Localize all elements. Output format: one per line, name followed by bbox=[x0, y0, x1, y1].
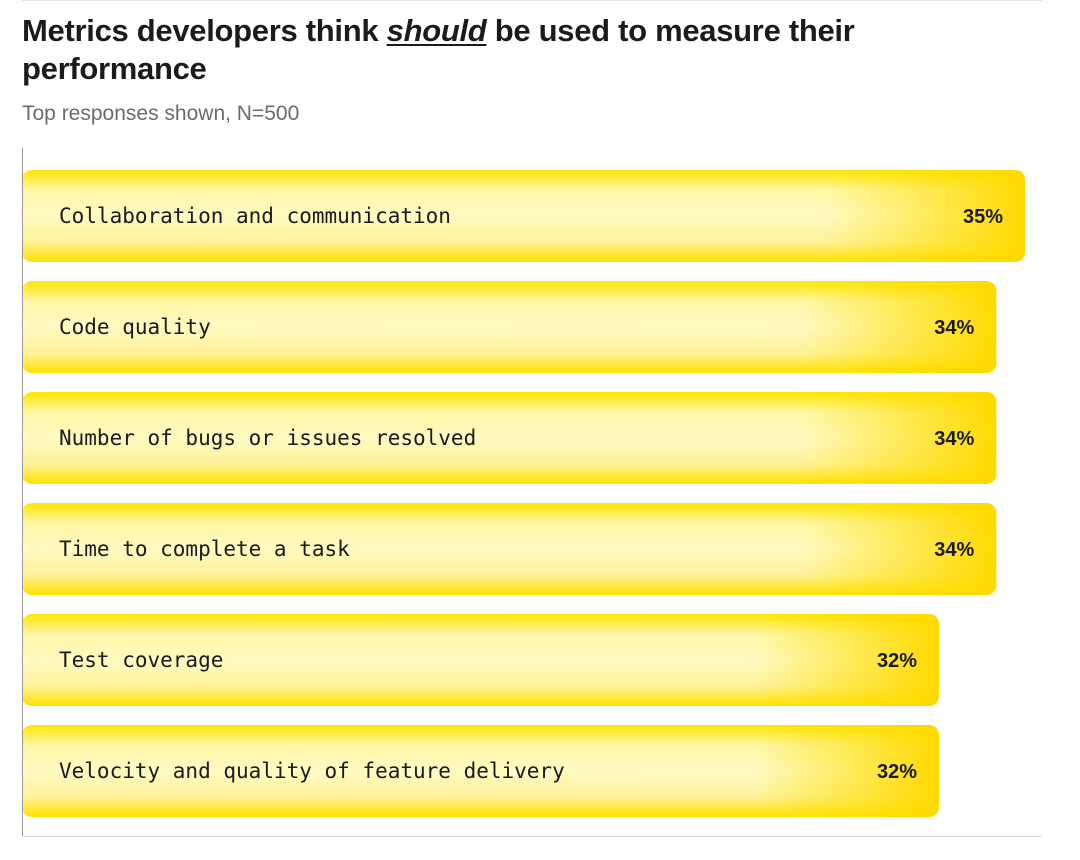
bar-group: Number of bugs or issues resolved 34% bbox=[22, 392, 997, 484]
bar-value-label: 34% bbox=[934, 539, 974, 561]
bar-category-label: Number of bugs or issues resolved bbox=[59, 426, 476, 450]
bar-category-label: Collaboration and communication bbox=[59, 204, 451, 228]
title-emphasis: should bbox=[386, 13, 487, 48]
bar-edge-shade bbox=[22, 725, 940, 817]
bar-category-label: Time to complete a task bbox=[59, 537, 350, 561]
bar-value-label: 34% bbox=[934, 428, 974, 450]
bar-edge-shade bbox=[22, 170, 1025, 262]
bar-category-label: Velocity and quality of feature delivery bbox=[59, 759, 565, 783]
bar-value-label: 35% bbox=[963, 206, 1003, 228]
bar-value-label: 32% bbox=[877, 650, 917, 672]
bar-category-label: Code quality bbox=[59, 315, 211, 339]
bar-edge-shade bbox=[22, 392, 997, 484]
bar-value-label: 34% bbox=[934, 317, 974, 339]
title-text-end: be used to measure their performance bbox=[22, 13, 855, 86]
bars-layer: Collaboration and communication 35% Code q… bbox=[22, 170, 1025, 817]
bar-category-label: Test coverage bbox=[59, 648, 223, 672]
top-rule bbox=[22, 0, 1042, 1]
bar-edge-shade bbox=[22, 503, 997, 595]
chart-title: Metrics developers think should be used … bbox=[22, 12, 1022, 88]
chart-subtitle: Top responses shown, N=500 bbox=[22, 102, 300, 125]
bar-edge-shade bbox=[22, 614, 940, 706]
bar-group: Code quality 34% bbox=[22, 281, 997, 373]
bar-group: Velocity and quality of feature delivery… bbox=[22, 725, 940, 817]
bar-group: Collaboration and communication 35% bbox=[22, 170, 1025, 262]
bar-group: Time to complete a task 34% bbox=[22, 503, 997, 595]
title-text-start: Metrics developers think bbox=[22, 13, 387, 48]
bar-edge-shade bbox=[22, 281, 997, 373]
bar-value-label: 32% bbox=[877, 761, 917, 783]
bar-group: Test coverage 32% bbox=[22, 614, 940, 706]
